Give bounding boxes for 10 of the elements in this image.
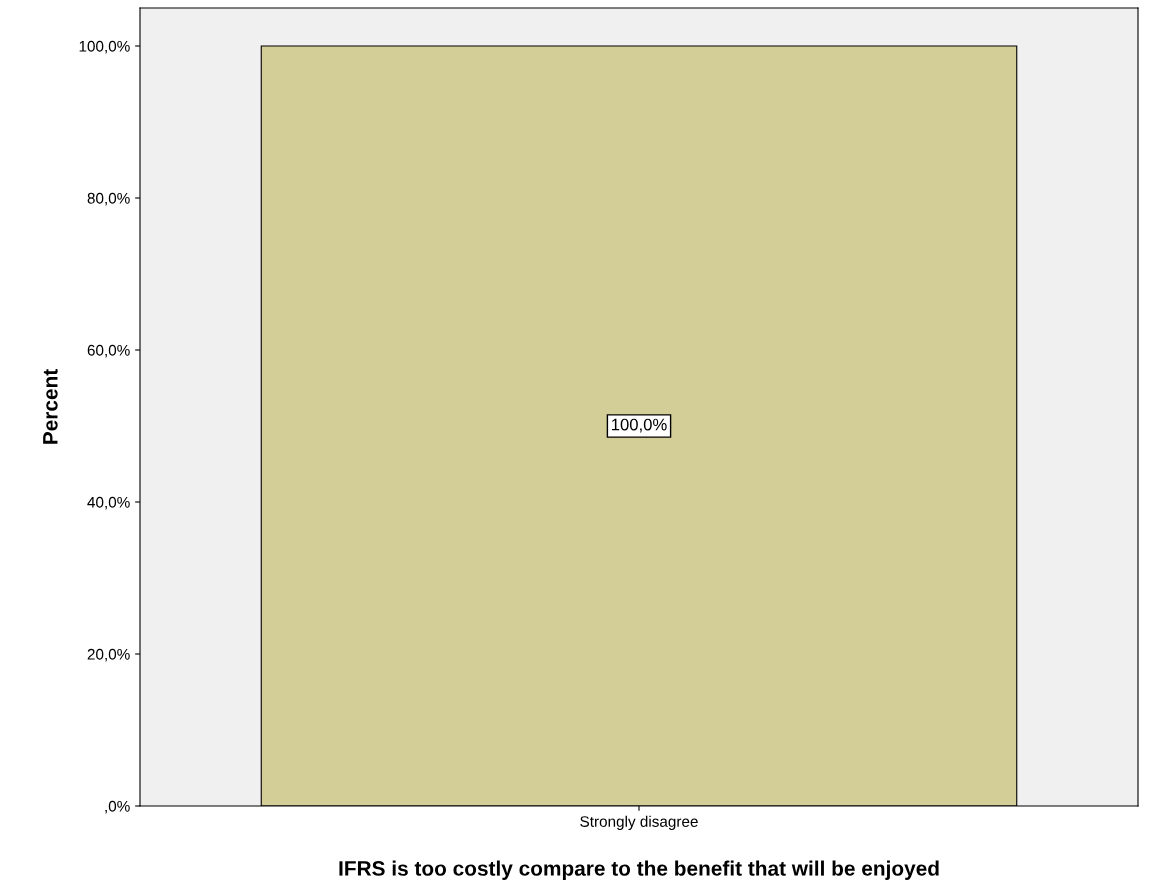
y-axis-title: Percent [43, 369, 58, 444]
y-tick-label: 40,0% [87, 496, 130, 510]
y-tick-label: 20,0% [87, 648, 130, 662]
y-tick-label: 60,0% [87, 344, 130, 358]
y-tick-label: 80,0% [87, 192, 130, 206]
x-axis-title: IFRS is too costly compare to the benefit that will be enjoyed [339, 860, 939, 880]
y-tick-label: ,0% [105, 800, 130, 814]
y-tick-label: 100,0% [79, 40, 130, 54]
data-label: 100,0% [612, 418, 667, 433]
x-tick-label: Strongly disagree [580, 815, 698, 830]
